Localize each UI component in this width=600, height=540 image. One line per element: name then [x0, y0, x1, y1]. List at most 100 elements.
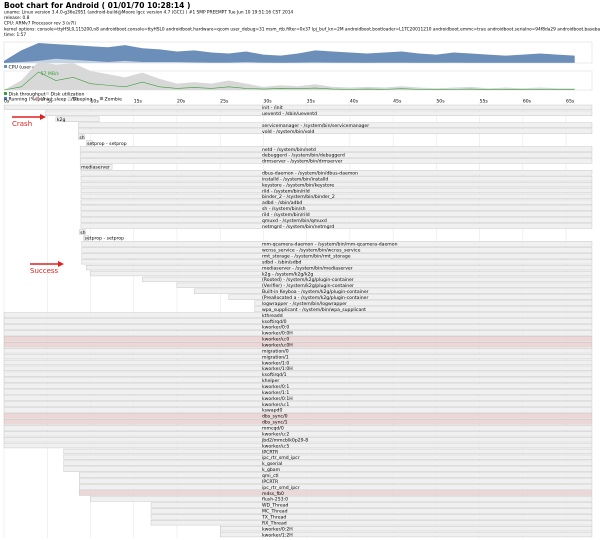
legend-label: CPU (user+sys) — [9, 64, 45, 70]
header-line: release: 0.8 — [4, 15, 30, 21]
x-tick-label: 50s — [436, 99, 445, 105]
process-label: kswapd0 — [262, 408, 282, 414]
process-label: k_gserial — [262, 461, 282, 467]
process-bar — [90, 270, 593, 277]
process-label: sh - /system/bin/sh — [262, 206, 306, 212]
process-bar — [3, 442, 593, 449]
process-label: ipc_rtr_smd_ipcr — [262, 485, 300, 491]
process-bar — [3, 383, 593, 389]
x-tick-label: 5s — [47, 99, 53, 105]
process-label: flush-253:0 — [262, 497, 288, 503]
process-label: kworker/0:1H — [262, 396, 293, 402]
x-tick-label: 15s — [134, 99, 143, 105]
process-bar — [85, 265, 593, 271]
process-bar — [3, 318, 593, 324]
process-label: RX_Thread — [262, 520, 287, 526]
process-bar — [81, 247, 593, 253]
process-label: dbs_sync/1 — [262, 420, 288, 426]
process-label: mm-qcamera-daemon - /system/bin/mm-qcame… — [262, 242, 398, 248]
legend-swatch — [3, 96, 8, 101]
header-line: time: 1:57 — [4, 32, 26, 38]
process-label: wpa_supplicant - /system/bin/wpa_supplic… — [262, 307, 366, 313]
process-bar — [81, 259, 593, 265]
process-label: qmuxd - /system/bin/qmuxd — [262, 218, 327, 224]
process-label: mediaserver - /system/bin/mediaserver — [262, 265, 353, 271]
cpu-area — [4, 43, 575, 63]
process-bar — [80, 223, 593, 229]
process-bar — [55, 116, 100, 122]
process-label: k2g - /system/k2g/k2g — [262, 271, 313, 277]
process-label: k2g — [57, 117, 66, 123]
process-label: sh — [79, 135, 84, 141]
x-tick-label: 10s — [90, 99, 99, 105]
process-bar — [3, 437, 593, 443]
legend-swatch — [4, 65, 7, 68]
process-label: (Rooted) - /system/k2g/plugin-container — [262, 277, 354, 283]
process-label: jbd2/mmcblk0p29-8 — [261, 437, 308, 443]
process-label: MC_Thread — [262, 509, 288, 515]
process-bar — [3, 342, 593, 348]
process-bar — [80, 211, 593, 217]
process-label: migration/1 — [262, 354, 289, 360]
x-tick-label: 45s — [393, 99, 402, 105]
legend-label: Sleeping — [73, 96, 93, 102]
x-tick-label: 35s — [307, 99, 316, 105]
process-label: dbs_sync/0 — [262, 414, 288, 420]
process-bar — [3, 365, 593, 372]
process-bar — [79, 164, 113, 170]
process-label: kworker/1:2H — [262, 532, 293, 538]
process-label: rmt_storage - /system/bin/rmt_storage — [262, 254, 351, 260]
process-label: setprop - setprop — [87, 141, 127, 147]
process-bar — [90, 496, 593, 502]
process-label: drmserver - /system/bin/drmserver — [262, 159, 343, 165]
process-label: dbus-daemon - /system/bin/dbus-daemon — [262, 170, 358, 176]
legend-label: Running (%cpu) — [9, 96, 46, 102]
process-bar — [78, 134, 85, 140]
x-tick-label: 30s — [263, 99, 272, 105]
process-bar — [80, 176, 593, 182]
io-area — [4, 58, 575, 63]
process-bar — [80, 181, 593, 188]
header-line: kernel options: console=ttyHSL0,115200,n… — [4, 26, 600, 32]
process-bar — [3, 377, 593, 383]
x-tick-label: 20s — [177, 99, 186, 105]
legend-label: Disk throughput — [9, 91, 46, 97]
crash-arrowhead — [40, 114, 46, 120]
process-bar — [79, 152, 593, 158]
disk-max-label: 57 MB/s — [41, 71, 60, 77]
process-label: netmgrd - /system/bin/netmgrd — [262, 224, 334, 230]
process-label: servicemanager - /system/bin/servicemana… — [262, 123, 369, 129]
process-bar — [79, 472, 593, 478]
legend-label: Zombie — [105, 96, 123, 102]
process-bar — [3, 353, 593, 360]
process-bar — [254, 300, 593, 306]
process-bar — [3, 407, 593, 413]
process-bar — [80, 217, 593, 223]
process-label: (Preallocated a - /system/k2g/plugin-con… — [262, 295, 369, 301]
process-bar — [194, 288, 593, 294]
process-label: kthreadd — [262, 313, 283, 319]
header-line: CPU: ARMv7 Processor rev 3 (v7l) — [4, 21, 76, 27]
process-bar — [45, 110, 593, 116]
process-bar — [78, 122, 593, 128]
x-tick-label: 40s — [350, 99, 359, 105]
process-bar — [150, 502, 593, 508]
process-bar — [3, 431, 593, 437]
process-bar — [79, 229, 86, 235]
process-bar — [3, 324, 593, 330]
x-tick-label: 0s — [4, 99, 10, 105]
process-bar — [3, 401, 593, 407]
process-bar — [150, 508, 593, 514]
legend-swatch — [35, 96, 40, 101]
legend-label: Unint.sleep (I/O) — [41, 96, 79, 102]
process-bar — [3, 330, 593, 336]
process-label: rild - /system/bin/rild — [262, 212, 310, 218]
process-bar — [220, 531, 593, 538]
process-label: WD_Thread — [262, 503, 289, 509]
process-label: kworker/0:0H — [262, 331, 293, 337]
legend-swatch — [4, 92, 7, 95]
process-bar — [3, 419, 593, 425]
process-bar — [176, 282, 593, 288]
process-label: kworker/1:0 — [262, 360, 289, 366]
arrows — [12, 114, 64, 267]
